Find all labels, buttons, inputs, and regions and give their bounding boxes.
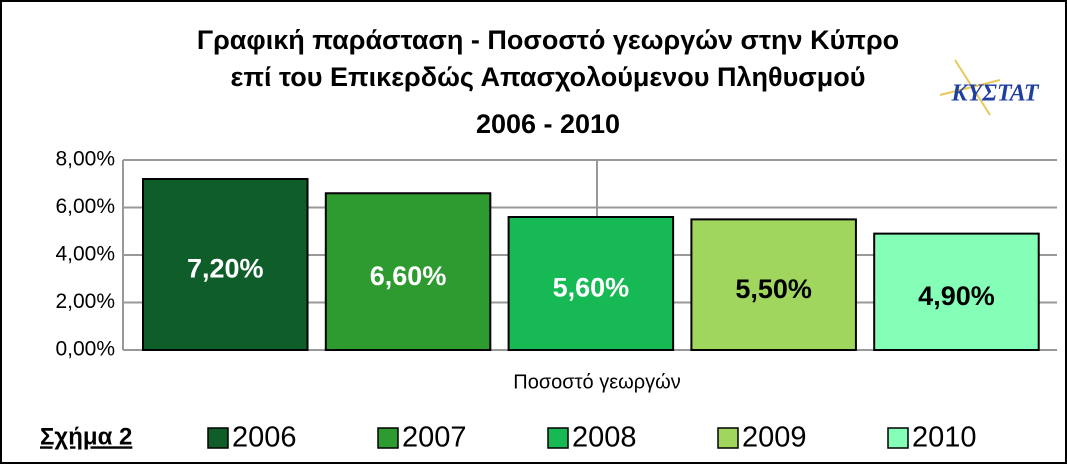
y-tick-label: 6,00% [55,195,115,218]
value-label: 4,90% [918,281,995,311]
chart-subtitle: επί του Επικερδώς Απασχολούμενου Πληθυσμ… [231,62,866,92]
chart-title: Γραφική παράσταση - Ποσοστό γεωργών στην… [197,25,899,55]
logo-text: ΚΥΣΤΑΤ [951,81,1040,107]
y-tick-label: 4,00% [55,243,115,266]
period: 2006 - 2010 [476,109,620,139]
value-label: 5,50% [735,274,812,304]
value-label: 7,20% [187,254,264,284]
legend-label: 2010 [912,422,977,454]
legend-label: 2007 [402,422,467,454]
bar [690,218,857,351]
logo: ΚΥΣΤΑΤ [939,59,1040,116]
y-tick-label: 0,00% [55,338,115,361]
legend-swatch [717,427,739,449]
legend-label: 2008 [572,422,637,454]
legend-label: 2006 [232,422,297,454]
value-label: 5,60% [553,273,630,303]
figure-label: Σχήμα 2 [40,423,132,450]
legend-swatch [377,427,399,449]
x-tick-label: Ποσοστό γεωργών [513,371,680,393]
bar [507,216,675,351]
bar [142,178,309,351]
y-tick-label: 8,00% [55,148,115,171]
legend-label: 2009 [742,422,807,454]
legend-swatch [887,427,909,449]
bar [873,232,1040,351]
y-tick-label: 2,00% [55,290,115,313]
value-label: 6,60% [370,261,447,291]
bar [324,192,492,351]
legend-swatch [207,427,229,449]
legend-swatch [547,427,569,449]
